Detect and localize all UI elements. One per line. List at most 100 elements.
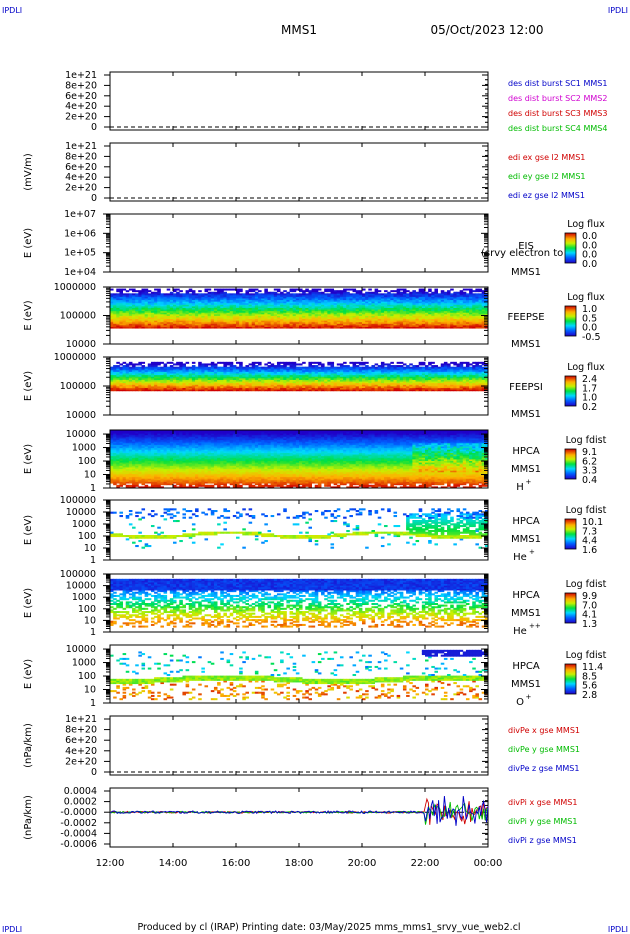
spectrogram-cell bbox=[267, 294, 272, 297]
spectrogram-cell bbox=[365, 321, 369, 324]
spectrogram-cell bbox=[132, 381, 136, 384]
spectrogram-cell bbox=[355, 312, 360, 315]
y-axis-label: E (eV) bbox=[23, 228, 34, 258]
spectrogram-cell bbox=[119, 299, 123, 302]
spectrogram-cell bbox=[226, 315, 231, 318]
spectrogram-cell bbox=[406, 312, 410, 315]
spectrogram-cell bbox=[450, 307, 454, 310]
spectrogram-cell bbox=[198, 299, 202, 302]
spectrogram-cell bbox=[390, 318, 394, 321]
spectrogram-cell bbox=[358, 299, 363, 302]
spectrogram-cell bbox=[465, 326, 470, 329]
spectrogram-cell bbox=[144, 384, 149, 387]
spectrogram-cell bbox=[365, 313, 369, 316]
spectrogram-cell bbox=[248, 290, 253, 293]
spectrogram-cell bbox=[207, 296, 212, 299]
spectrogram-cell bbox=[169, 293, 174, 296]
spectrogram-cell bbox=[217, 310, 221, 313]
spectrogram-cell bbox=[207, 306, 212, 308]
spectrogram-cell bbox=[421, 290, 426, 293]
spectrogram-cell bbox=[302, 325, 306, 327]
spectrogram-cell bbox=[330, 288, 335, 291]
spectrogram-cell bbox=[157, 291, 161, 294]
spectrogram-cell bbox=[119, 379, 123, 382]
spectrogram-cell bbox=[217, 288, 221, 291]
spectrogram-cell bbox=[399, 302, 404, 305]
spectrogram-cell bbox=[377, 294, 382, 297]
spectrogram-cell bbox=[402, 301, 407, 304]
spectrogram-cell bbox=[176, 317, 180, 320]
spectrogram-cell bbox=[321, 363, 325, 366]
spectrogram-cell bbox=[185, 315, 190, 318]
spectrogram-cell bbox=[450, 309, 454, 312]
spectrogram-cell bbox=[144, 317, 149, 320]
spectrogram-cell bbox=[258, 304, 262, 307]
spectrogram-cell bbox=[245, 323, 249, 326]
spectrogram-cell bbox=[283, 312, 287, 315]
spectrogram-cell bbox=[412, 325, 416, 327]
spectrogram-cell bbox=[280, 317, 284, 320]
spectrogram-cell bbox=[314, 288, 319, 291]
spectrogram-cell bbox=[169, 310, 174, 313]
spectrogram-cell bbox=[242, 299, 246, 302]
spectrogram-cell bbox=[343, 317, 347, 320]
spectrogram-cell bbox=[415, 310, 420, 313]
spectrogram-cell bbox=[217, 302, 221, 305]
spectrogram-cell bbox=[295, 302, 300, 305]
spectrogram-cell bbox=[110, 307, 114, 310]
spectrogram-cell bbox=[295, 312, 300, 315]
spectrogram-cell bbox=[207, 318, 212, 321]
spectrogram-cell bbox=[150, 310, 155, 313]
spectrogram-cell bbox=[384, 320, 388, 323]
spectrogram-cell bbox=[185, 293, 190, 296]
spectrogram-cell bbox=[188, 318, 193, 321]
spectrogram-cell bbox=[254, 306, 259, 308]
spectrogram-cell bbox=[289, 304, 294, 307]
spectrogram-cell bbox=[160, 294, 164, 297]
spectrogram-cell bbox=[469, 307, 473, 310]
spectrogram-cell bbox=[299, 304, 303, 307]
spectrogram-cell bbox=[314, 304, 319, 307]
spectrogram-cell bbox=[349, 306, 353, 308]
spectrogram-cell bbox=[147, 321, 152, 324]
spectrogram-cell bbox=[132, 301, 136, 304]
spectrogram-cell bbox=[352, 326, 357, 329]
corner-label-bottom-left: IPDLI bbox=[2, 925, 22, 934]
spectrogram-cell bbox=[440, 310, 445, 313]
spectrogram-cell bbox=[147, 299, 152, 302]
spectrogram-cell bbox=[330, 309, 335, 312]
spectrogram-cell bbox=[352, 294, 357, 297]
spectrogram-cell bbox=[169, 298, 174, 301]
spectrogram-cell bbox=[314, 306, 319, 308]
spectrogram-cell bbox=[308, 309, 312, 312]
spectrogram-cell bbox=[188, 304, 193, 307]
spectrogram-cell bbox=[242, 313, 246, 316]
spectrogram-cell bbox=[122, 310, 127, 313]
spectrogram-cell bbox=[113, 299, 117, 302]
spectrogram-cell bbox=[295, 306, 300, 308]
spectrogram-cell bbox=[399, 288, 404, 291]
spectrogram-cell bbox=[434, 291, 438, 294]
spectrogram-cell bbox=[459, 325, 464, 327]
spectrogram-cell bbox=[431, 296, 435, 299]
spectrogram-cell bbox=[409, 318, 413, 321]
spectrogram-cell bbox=[317, 320, 322, 323]
spectrogram-cell bbox=[406, 326, 410, 329]
spectrogram-cell bbox=[169, 323, 174, 326]
spectrogram-cell bbox=[431, 318, 435, 321]
spectrogram-cell bbox=[418, 321, 423, 324]
spectrogram-cell bbox=[362, 313, 366, 316]
spectrogram-cell bbox=[472, 302, 476, 305]
spectrogram-cell bbox=[478, 309, 483, 312]
spectrogram-cell bbox=[210, 291, 215, 294]
spectrogram-cell bbox=[302, 291, 306, 294]
spectrogram-cell bbox=[286, 325, 290, 327]
spectrogram-cell bbox=[362, 296, 366, 299]
spectrogram-cell bbox=[324, 323, 328, 326]
spectrogram-cell bbox=[333, 290, 338, 293]
spectrogram-cell bbox=[276, 361, 281, 364]
spectrogram-cell bbox=[362, 320, 366, 323]
spectrogram-cell bbox=[308, 325, 312, 327]
spectrogram-cell bbox=[384, 290, 388, 293]
spectrogram-cell bbox=[311, 291, 316, 294]
